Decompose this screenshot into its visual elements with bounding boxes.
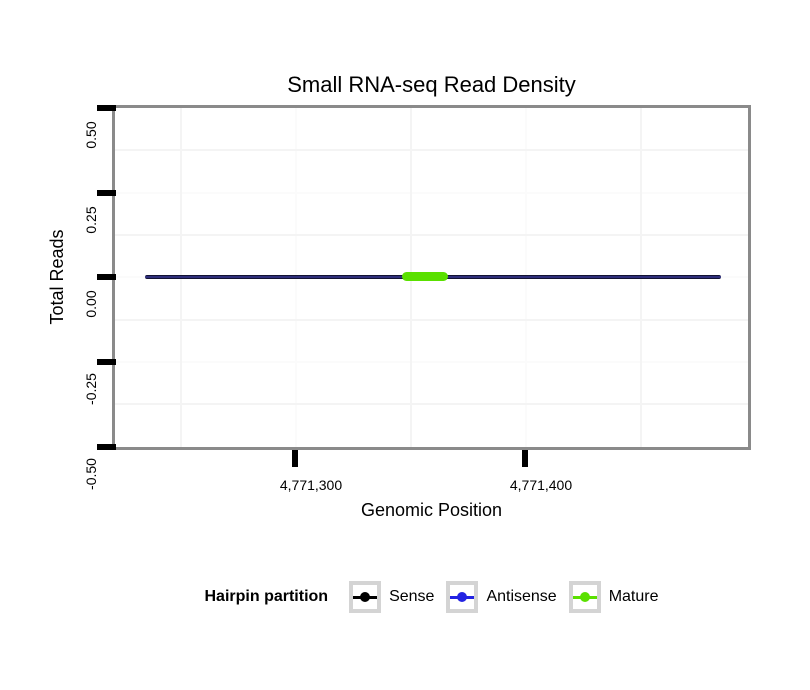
y-tick-label-025: 0.25 — [83, 206, 99, 234]
legend-label-sense: Sense — [389, 588, 435, 605]
legend-label-antisense: Antisense — [486, 588, 557, 605]
gridline-minor-y3 — [115, 319, 748, 321]
legend-item-antisense: Antisense — [446, 581, 557, 613]
legend: Hairpin partition Sense Antisense Mature — [115, 580, 748, 614]
gridline-major-y-neg025 — [115, 361, 748, 363]
y-axis-title: Total Reads — [47, 229, 67, 325]
legend-key-box — [568, 581, 601, 613]
mature-dot-icon — [579, 592, 590, 602]
gridline-minor-y4 — [115, 403, 748, 405]
chart-title: Small RNA-seq Read Density — [287, 72, 576, 97]
gridline-major-y-025 — [115, 192, 748, 194]
plot-area — [115, 108, 748, 447]
legend-item-mature: Mature — [568, 581, 659, 613]
x-tick-mark-4771400 — [522, 450, 528, 467]
x-tick-label-4771300: 4,771,300 — [279, 477, 343, 493]
y-tick-mark-000 — [97, 274, 116, 280]
legend-item-sense: Sense — [349, 581, 434, 613]
legend-title: Hairpin partition — [204, 588, 329, 605]
y-tick-mark-neg025 — [97, 359, 116, 365]
gridline-minor-y2 — [115, 234, 748, 236]
plot-panel — [112, 105, 751, 450]
x-tick-mark-4771300 — [292, 450, 298, 467]
y-tick-label-neg050: -0.50 — [83, 458, 99, 490]
antisense-dot-icon — [457, 592, 468, 602]
y-tick-label-000: 0.00 — [83, 290, 99, 318]
y-tick-mark-025 — [97, 190, 116, 196]
sense-dot-icon — [360, 592, 371, 602]
y-tick-label-neg025: -0.25 — [83, 373, 99, 405]
gridline-minor-y1 — [115, 149, 748, 151]
y-tick-mark-050 — [97, 105, 116, 111]
legend-key-box — [446, 581, 479, 613]
y-tick-mark-neg050 — [97, 444, 116, 450]
y-tick-label-050: 0.50 — [83, 121, 99, 149]
legend-label-mature: Mature — [608, 588, 659, 605]
x-axis-title: Genomic Position — [360, 500, 503, 520]
mature-segment — [402, 272, 448, 281]
x-tick-label-4771400: 4,771,400 — [509, 477, 573, 493]
legend-key-box — [349, 581, 382, 613]
